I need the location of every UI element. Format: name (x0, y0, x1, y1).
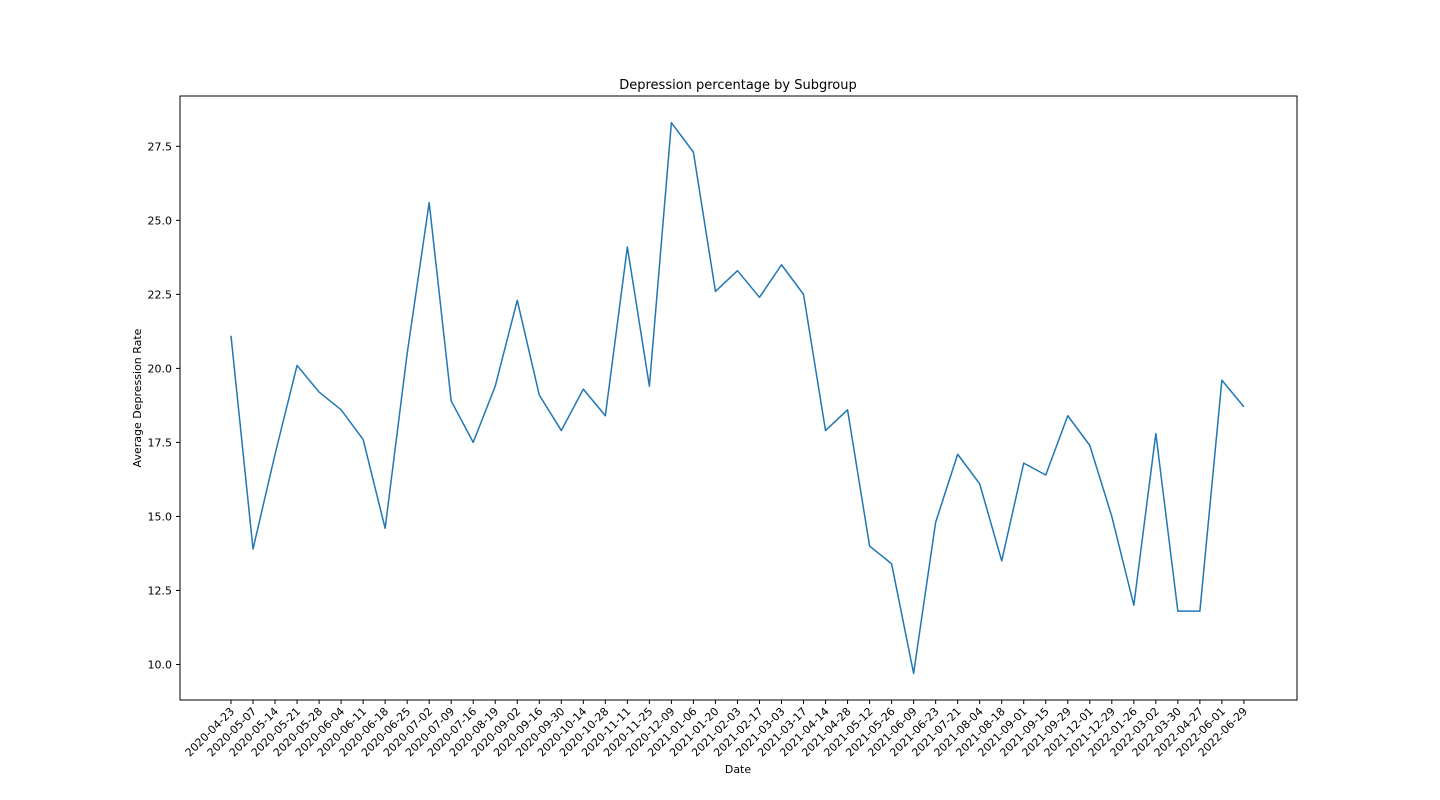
chart-title: Depression percentage by Subgroup (619, 78, 857, 93)
y-tick-label: 27.5 (148, 140, 173, 153)
y-tick-label: 25.0 (148, 214, 173, 227)
plot-frame (179, 95, 1298, 701)
y-tick-label: 17.5 (148, 436, 173, 449)
y-tick-label: 22.5 (148, 288, 173, 301)
series-line (230, 121, 1245, 675)
series-layer (230, 121, 1245, 675)
x-axis-label: Date (725, 763, 752, 776)
x-axis: 2020-04-232020-05-072020-05-142020-05-21… (183, 700, 1250, 759)
y-axis: 10.0 12.5 15.0 17.5 20.0 22.5 25.0 27.5 (148, 140, 180, 671)
y-tick-label: 10.0 (148, 658, 173, 671)
y-tick-label: 12.5 (148, 584, 173, 597)
y-tick-label: 20.0 (148, 362, 173, 375)
y-tick-label: 15.0 (148, 510, 173, 523)
y-axis-label: Average Depression Rate (131, 328, 144, 467)
